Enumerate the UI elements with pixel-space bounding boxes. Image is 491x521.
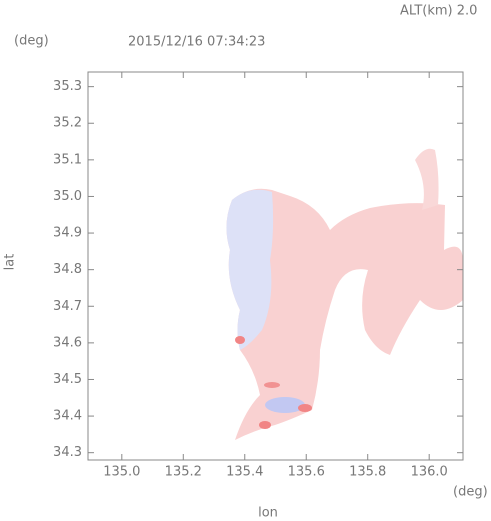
y-tick-label: 34.9 (53, 226, 82, 241)
x-tick-label: 135.0 (103, 465, 140, 480)
y-tick-label: 35.1 (53, 152, 82, 167)
y-unit: (deg) (14, 34, 49, 49)
reflectivity-positive (226, 188, 463, 440)
reflectivity-positive (259, 421, 271, 429)
x-unit: (deg) (453, 485, 488, 500)
x-tick-label: 136.0 (411, 465, 448, 480)
y-tick-label: 35.2 (53, 116, 82, 131)
y-tick-label: 35.3 (53, 79, 82, 94)
plot-frame (87, 71, 464, 461)
y-tick-label: 34.7 (53, 299, 82, 314)
reflectivity-positive (264, 382, 280, 388)
reflectivity-positive (415, 148, 439, 210)
chart-title: 2015/12/16 07:34:23 (128, 35, 265, 50)
x-tick-label: 135.6 (288, 465, 325, 480)
y-tick-label: 34.6 (53, 335, 82, 350)
y-tick-label: 34.3 (53, 445, 82, 460)
reflectivity-negative (226, 189, 274, 350)
y-axis-label: lat (3, 254, 18, 271)
reflectivity-positive (298, 404, 312, 412)
x-tick-label: 135.4 (226, 465, 263, 480)
y-tick-label: 34.8 (53, 262, 82, 277)
altitude-label: ALT(km) 2.0 (400, 4, 477, 19)
x-tick-label: 135.2 (165, 465, 202, 480)
x-tick-label: 135.8 (349, 465, 386, 480)
y-tick-label: 34.5 (53, 372, 82, 387)
reflectivity-negative (265, 397, 305, 413)
reflectivity-positive (235, 336, 245, 344)
y-tick-label: 34.4 (53, 409, 82, 424)
x-axis-label: lon (258, 506, 278, 521)
echo-field (226, 148, 463, 440)
y-tick-label: 35.0 (53, 189, 82, 204)
